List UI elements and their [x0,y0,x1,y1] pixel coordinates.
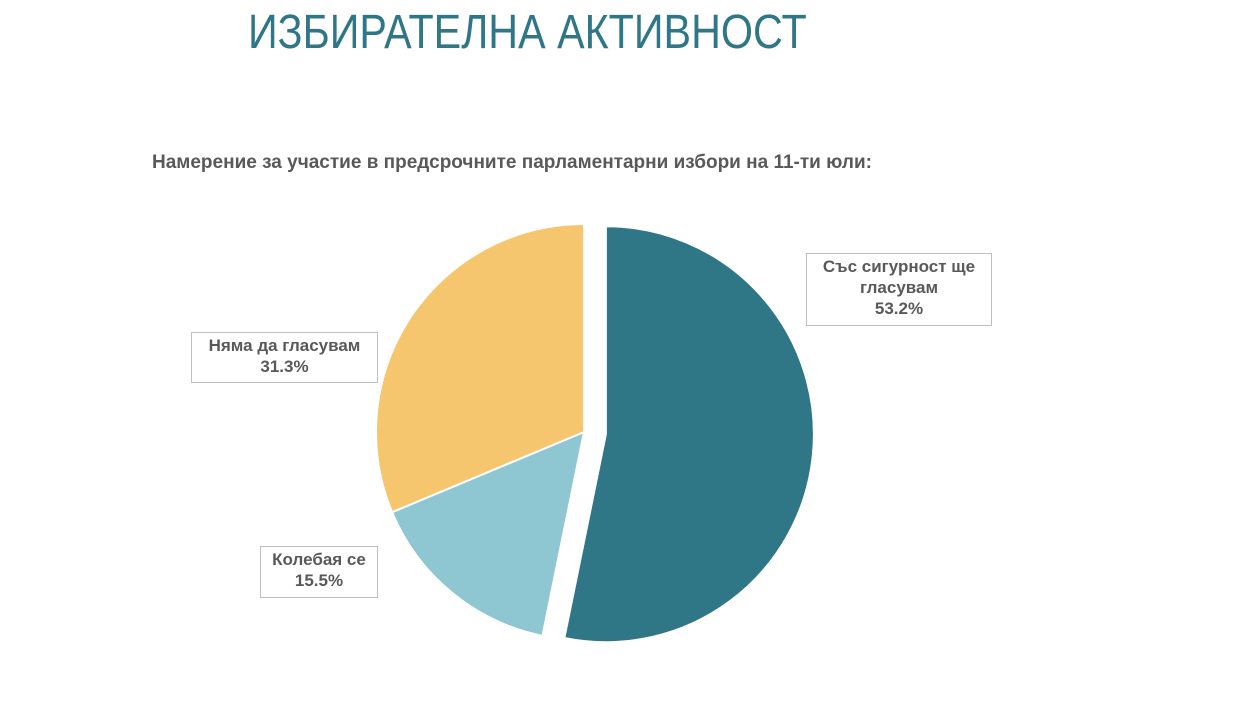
pie-slice-certain [563,225,815,644]
data-label-hesitant-value: 15.5% [294,571,344,590]
pie-slice-not-voting [375,222,585,514]
data-label-hesitant-category: Колебая се [272,550,366,569]
page-heading: ИЗБИРАТЕЛНА АКТИВНОСТ [248,6,807,59]
data-label-certain-value: 53.2% [874,299,924,318]
data-label-not-voting: Няма да гласувам 31.3% [191,332,378,383]
data-label-not-voting-category: Няма да гласувам [208,336,361,355]
data-label-certain-category: Със сигурност ще гласувам [822,257,976,297]
pie-slice-hesitant [390,430,586,637]
data-label-not-voting-value: 31.3% [260,357,309,376]
data-label-certain: Със сигурност ще гласувам 53.2% [806,253,992,326]
data-label-hesitant: Колебая се 15.5% [260,546,378,598]
chart-title: Намерение за участие в предсрочните парл… [152,152,872,173]
